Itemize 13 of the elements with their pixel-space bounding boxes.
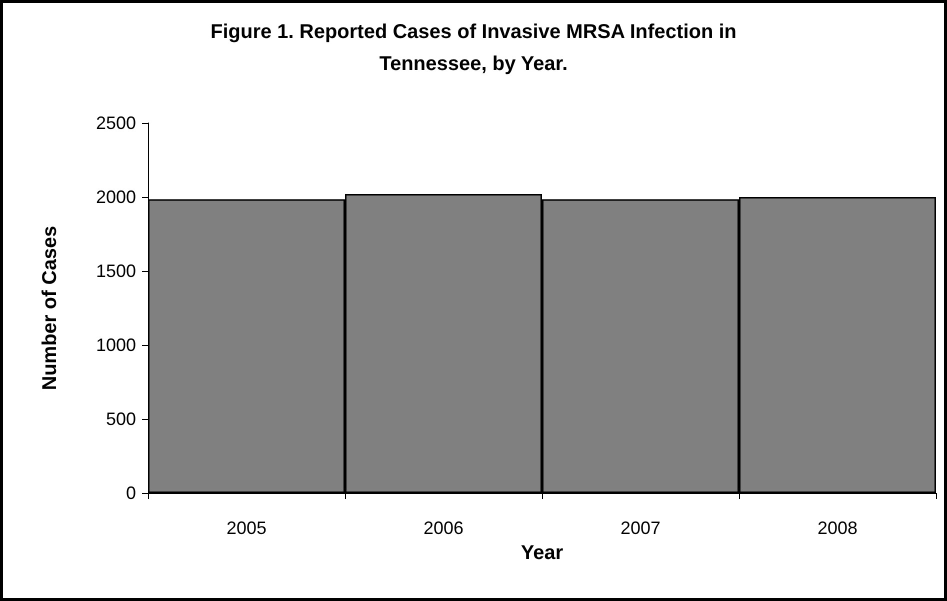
- x-tick-label: 2005: [226, 518, 267, 538]
- y-tick-label: 1000: [96, 335, 136, 355]
- y-tick-label: 2000: [96, 187, 136, 207]
- x-tick-label: 2006: [423, 518, 464, 538]
- x-tick-label: 2007: [620, 518, 661, 538]
- y-tick-label: 500: [106, 409, 136, 429]
- y-tick-label: 2500: [96, 113, 136, 133]
- y-axis-title: Number of Cases: [39, 226, 61, 390]
- x-axis-title: Year: [520, 542, 564, 564]
- x-tick-label: 2008: [817, 518, 858, 538]
- y-tick-label: 1500: [96, 261, 136, 281]
- y-tick-label: 0: [126, 483, 136, 503]
- chart-title: Figure 1. Reported Cases of Invasive MRSA Infection in Tennessee, by Year.: [210, 21, 737, 75]
